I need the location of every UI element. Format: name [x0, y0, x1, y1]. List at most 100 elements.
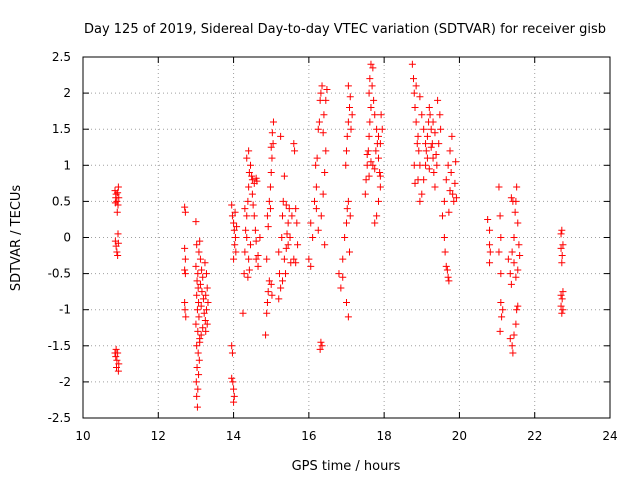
- data-point: [365, 132, 373, 140]
- data-point: [250, 212, 258, 220]
- data-point: [204, 298, 212, 306]
- data-point: [558, 309, 566, 317]
- data-point: [114, 367, 122, 375]
- data-point: [200, 309, 208, 317]
- data-point: [194, 349, 202, 357]
- data-point: [444, 161, 452, 169]
- data-point: [374, 132, 382, 140]
- data-point: [243, 154, 251, 162]
- data-point: [412, 118, 420, 126]
- data-point: [277, 284, 285, 292]
- data-point: [371, 219, 379, 227]
- data-point: [267, 143, 275, 151]
- data-point: [376, 172, 384, 180]
- data-point: [411, 179, 419, 187]
- data-point: [320, 111, 328, 119]
- data-point: [559, 241, 567, 249]
- data-point: [337, 284, 345, 292]
- data-point: [445, 277, 453, 285]
- data-point: [230, 255, 238, 263]
- data-point: [557, 244, 565, 252]
- data-point: [202, 291, 210, 299]
- data-point: [245, 147, 253, 155]
- data-point: [268, 291, 276, 299]
- data-point: [447, 169, 455, 177]
- data-point: [365, 172, 373, 180]
- data-point: [361, 190, 369, 198]
- data-point: [112, 190, 120, 198]
- data-point: [365, 89, 373, 97]
- y-tick-label: 0: [63, 231, 71, 245]
- data-point: [486, 248, 494, 256]
- data-point: [232, 248, 240, 256]
- data-point: [339, 255, 347, 263]
- data-point: [230, 219, 238, 227]
- data-point: [318, 342, 326, 350]
- data-point: [342, 161, 350, 169]
- data-point: [267, 280, 275, 288]
- data-point: [430, 169, 438, 177]
- data-point: [346, 212, 354, 220]
- data-point: [314, 226, 322, 234]
- data-point: [290, 255, 298, 263]
- data-point: [181, 270, 189, 278]
- data-point: [228, 349, 236, 357]
- x-tick-label: 14: [226, 429, 241, 443]
- data-point: [248, 190, 256, 198]
- data-point: [282, 201, 290, 209]
- data-point: [366, 75, 374, 83]
- grid-lines: [83, 57, 610, 418]
- data-point: [316, 345, 324, 353]
- y-tick-label: -2: [59, 375, 71, 389]
- y-tick-label: 1: [63, 158, 71, 172]
- y-tick-label: 0.5: [52, 194, 71, 208]
- data-point: [431, 129, 439, 137]
- data-point: [242, 226, 250, 234]
- data-point: [414, 132, 422, 140]
- data-point: [367, 158, 375, 166]
- data-point: [322, 147, 330, 155]
- data-point: [228, 342, 236, 350]
- data-point: [307, 219, 315, 227]
- data-point: [441, 248, 449, 256]
- data-point: [264, 288, 272, 296]
- data-point: [506, 335, 514, 343]
- data-point: [343, 147, 350, 155]
- x-tick-label: 16: [301, 429, 316, 443]
- data-point: [442, 176, 450, 184]
- data-point: [497, 298, 505, 306]
- data-point: [440, 234, 448, 241]
- data-point: [507, 280, 515, 288]
- data-point: [507, 194, 515, 202]
- data-point: [513, 183, 521, 191]
- data-point: [413, 140, 421, 148]
- data-point: [254, 252, 262, 260]
- data-point: [348, 111, 356, 119]
- data-point: [366, 118, 374, 126]
- data-point: [432, 150, 440, 158]
- data-point: [431, 183, 439, 191]
- data-point: [203, 284, 211, 292]
- data-point: [376, 183, 384, 191]
- data-point: [322, 96, 330, 104]
- data-point: [506, 270, 514, 278]
- data-point: [427, 125, 435, 133]
- data-point: [247, 241, 255, 249]
- data-point: [410, 161, 418, 169]
- data-point: [231, 208, 239, 216]
- data-point: [508, 248, 516, 256]
- data-point: [228, 374, 236, 382]
- data-point: [113, 248, 121, 256]
- data-point: [436, 111, 444, 119]
- data-point: [323, 85, 331, 93]
- data-point: [112, 353, 120, 361]
- data-point: [370, 96, 378, 104]
- data-point: [411, 104, 419, 112]
- data-point: [291, 147, 299, 155]
- data-point: [513, 306, 521, 314]
- data-point: [557, 230, 565, 238]
- data-point: [278, 234, 286, 241]
- data-point: [202, 306, 210, 314]
- data-point: [113, 363, 121, 371]
- data-point: [341, 234, 349, 241]
